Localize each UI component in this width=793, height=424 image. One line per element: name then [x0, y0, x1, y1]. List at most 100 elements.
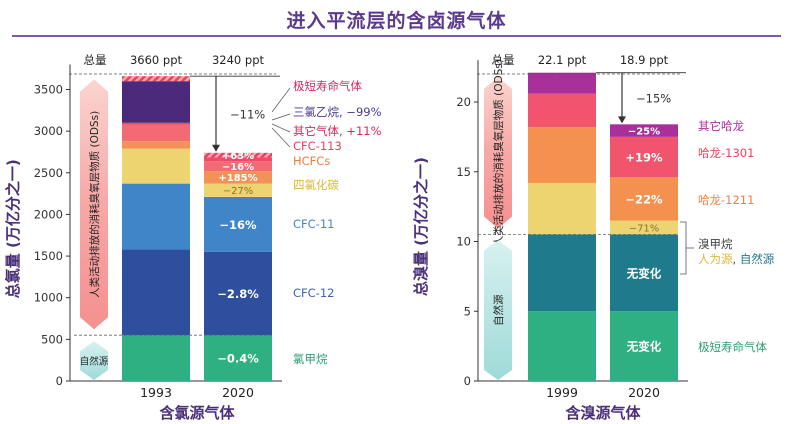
total-value: 22.1 ppt — [538, 53, 587, 67]
x-tick-label: 1999 — [546, 385, 578, 400]
bar-segment-ch3br_human — [528, 182, 596, 235]
data-label: −0.4% — [217, 351, 259, 365]
data-label: −22% — [625, 192, 663, 206]
data-label: −25% — [628, 126, 660, 137]
anthropic-arrow-icon — [484, 76, 512, 229]
bar-segment-cfc113 — [204, 161, 272, 172]
data-label: −16% — [219, 218, 257, 232]
leader-cfc113 — [271, 127, 291, 148]
total-value: 3660 ppt — [130, 53, 183, 67]
data-label: +19% — [625, 150, 663, 164]
data-label: −16% — [222, 162, 254, 173]
natural-arrow-icon — [80, 341, 108, 380]
bar-segment-cfc11 — [204, 196, 272, 252]
x-axis-title: 含氯源气体 — [159, 404, 235, 422]
natural-label: 自然源 — [80, 356, 109, 368]
legend-cfc11: CFC-11 — [293, 217, 334, 231]
y-tick-label: 3500 — [34, 83, 63, 97]
x-tick-label: 2020 — [628, 385, 660, 400]
y-tick-label: 5 — [464, 304, 471, 318]
total-change-label: −11% — [230, 107, 265, 121]
bar-segment-very_short_lived — [122, 335, 190, 381]
data-label: −71% — [629, 223, 660, 234]
bar-segment-halon1301 — [610, 136, 678, 178]
bar-segment-other — [122, 122, 190, 125]
legend-ccl4: 四氯化碳 — [293, 178, 339, 192]
bar-segment-cfc11 — [122, 183, 190, 250]
legend-human-source: 人为源 — [698, 252, 733, 266]
title-divider — [12, 35, 781, 37]
data-label: −27% — [223, 186, 254, 197]
y-tick-label: 2500 — [34, 166, 63, 180]
data-label: −2.8% — [217, 287, 259, 301]
y-tick-label: 0 — [464, 374, 471, 388]
y-tick-label: 500 — [41, 332, 63, 346]
chlorine-chart: 0 500 1000 1500 2000 2500 3000 3500 总氯量 (万亿分之一) 含… — [4, 53, 282, 422]
data-label: 无变化 — [626, 266, 662, 280]
bar-segment-halon1211 — [528, 127, 596, 183]
total-value: 3240 ppt — [212, 53, 265, 67]
bar-segment-vsl — [122, 76, 190, 82]
legend-methyl-bromide: 溴甲烷 — [698, 237, 733, 251]
legend-other-gases: 其它气体, +11% — [293, 124, 382, 138]
y-tick-label: 3000 — [34, 124, 63, 138]
bar-segment-vsl — [204, 152, 272, 158]
bar-segment-very_short_lived — [204, 335, 272, 381]
anthropic-arrow-icon — [80, 79, 108, 330]
bar-segment-cfc12 — [122, 249, 190, 336]
y-tick-label: 0 — [56, 374, 63, 388]
legend-vsl: 极短寿命气体 — [698, 340, 767, 354]
x-tick-label: 2020 — [222, 385, 254, 400]
leader-other — [271, 123, 291, 133]
bar-segment-ch3br_natural — [528, 234, 596, 312]
y-tick-label: 1500 — [34, 249, 63, 263]
bar-segment-other — [204, 157, 272, 162]
data-label: +185% — [218, 173, 257, 184]
bar-segment-cfc113 — [122, 124, 190, 142]
change-arrow-head — [618, 116, 626, 124]
y-tick-label: 2000 — [34, 207, 63, 221]
leader-vsl — [271, 87, 291, 113]
y-tick-label: 15 — [456, 165, 471, 179]
legend-halon1301: 哈龙-1301 — [698, 146, 754, 160]
natural-label: 自然源 — [492, 294, 505, 326]
totals-header: 总量 — [492, 53, 515, 67]
legend-halon1211: 哈龙-1211 — [698, 193, 754, 207]
anthropic-label: 人类活动排放的消耗臭氧层物质 (ODSs) — [88, 111, 101, 298]
bar-segment-halon1211 — [610, 177, 678, 221]
totals-header: 总量 — [84, 53, 107, 67]
bar-segment-ccl4 — [122, 148, 190, 184]
legend-cfc12: CFC-12 — [293, 286, 334, 300]
bar-segment-other_halons — [610, 124, 678, 137]
legend-other-halons: 其它哈龙 — [698, 119, 744, 133]
legend-natural-source: 自然源 — [740, 252, 775, 266]
bar-segment-hcfcs — [204, 171, 272, 184]
bar-segment-halon1301 — [528, 93, 596, 128]
bar-segment-methyl_chloroform — [122, 81, 190, 123]
legend-hcfcs: HCFCs — [293, 154, 330, 168]
legend-vsl: 极短寿命气体 — [293, 79, 362, 93]
y-tick-label: 1000 — [34, 291, 63, 305]
anthropic-label: 人类活动排放的消耗臭氧层物质 (ODSs) — [492, 59, 505, 246]
total-change-label: −15% — [636, 92, 671, 106]
legend-methyl-bromide-sources: 人为源, 自然源 — [698, 252, 775, 266]
y-axis-title: 总氯量 (万亿分之一) — [4, 159, 22, 298]
legend-methyl-chloride: 氯甲烷 — [293, 352, 328, 366]
x-tick-label: 1993 — [140, 385, 172, 400]
y-tick-label: 10 — [456, 235, 471, 249]
change-arrow-head — [212, 144, 220, 152]
bar-segment-very_short_lived — [528, 311, 596, 381]
legend-cfc113: CFC-113 — [293, 139, 342, 153]
bar-segment-other_halons — [528, 72, 596, 94]
data-label: 无变化 — [626, 339, 662, 353]
total-value: 18.9 ppt — [620, 53, 669, 67]
bar-segment-ch3br_human — [610, 220, 678, 235]
data-label: +63% — [222, 151, 254, 162]
methyl-bromide-bracket — [680, 221, 687, 275]
bar-segment-very_short_lived — [610, 311, 678, 381]
x-axis-title: 含溴源气体 — [565, 404, 641, 422]
bar-segment-ccl4 — [204, 183, 272, 197]
bar-segment-cfc12 — [204, 251, 272, 336]
leader-methyl-chloroform — [271, 113, 291, 121]
